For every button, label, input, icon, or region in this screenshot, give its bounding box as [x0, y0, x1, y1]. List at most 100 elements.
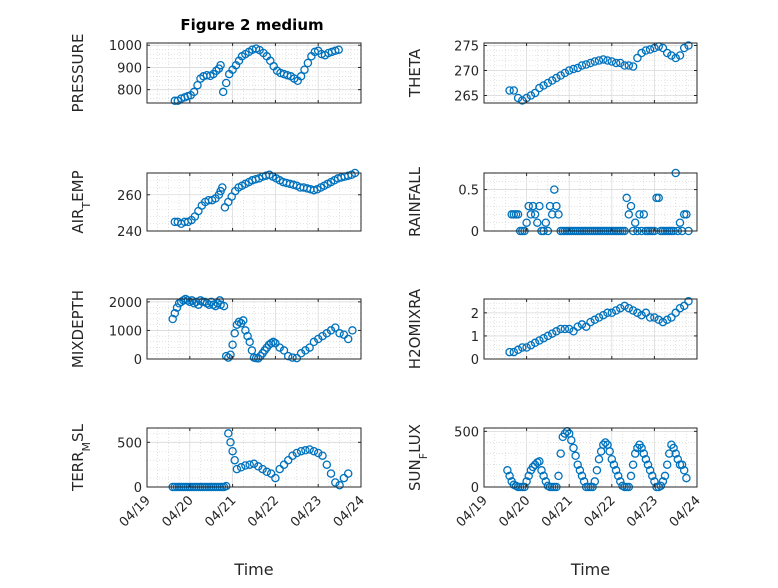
subplot-pressure: 800 900 1000 PRESSURE: [69, 34, 362, 113]
data-point: [275, 343, 284, 352]
subplot-rainfall: 0 0.5 RAINFALL: [406, 166, 698, 240]
data-point: [309, 185, 319, 195]
data-point: [571, 451, 580, 461]
data-point: [296, 72, 306, 81]
data-point: [526, 340, 536, 350]
x-tick-label: 04/19: [117, 493, 154, 530]
data-point: [626, 201, 636, 211]
data-point: [650, 313, 659, 322]
data-point: [573, 460, 582, 469]
data-point: [552, 327, 561, 336]
data-point: [505, 347, 514, 357]
data-point: [322, 460, 332, 469]
data-point: [607, 308, 617, 318]
data-point: [616, 477, 625, 486]
data-point: [628, 460, 638, 469]
data-point: [554, 471, 563, 481]
data-point: [620, 61, 629, 70]
data-point: [594, 56, 604, 65]
data-point: [170, 309, 180, 318]
data-point: [579, 477, 589, 486]
data-point: [667, 313, 676, 322]
data-point: [639, 210, 649, 219]
data-point: [590, 57, 600, 66]
data-point: [675, 218, 685, 227]
y-tick-label: 1000: [109, 39, 142, 54]
data-point: [641, 308, 651, 318]
data-point: [669, 443, 678, 453]
data-point: [509, 86, 519, 95]
data-point: [334, 45, 343, 54]
data-point: [343, 469, 353, 478]
data-point: [305, 445, 314, 454]
data-point: [545, 201, 555, 211]
x-tick-label: 04/20: [160, 493, 197, 530]
data-point: [586, 317, 595, 327]
y-axis-label: TERRMSL: [69, 423, 93, 492]
data-point: [590, 315, 600, 325]
data-point: [212, 66, 221, 76]
data-point: [543, 331, 553, 341]
data-point: [684, 41, 693, 50]
y-axis-label: RAINFALL: [406, 166, 424, 237]
data-point: [221, 78, 231, 88]
data-point: [662, 48, 672, 58]
axes-box: [146, 298, 362, 360]
y-tick-label: 1000: [109, 324, 142, 339]
x-tick-label: 04/23: [624, 493, 661, 530]
data-point: [228, 446, 237, 456]
data-point: [679, 466, 689, 475]
data-point: [569, 443, 578, 453]
data-point: [539, 333, 548, 343]
data-point: [611, 306, 621, 315]
data-point: [221, 481, 231, 491]
y-tick-label: 260: [117, 189, 142, 204]
data-point: [236, 463, 246, 472]
data-point: [275, 464, 284, 474]
data-point: [637, 443, 646, 453]
y-axis-label: H2OMIXRA: [406, 288, 424, 369]
data-point: [613, 471, 623, 481]
x-tick-label: 04/22: [582, 493, 619, 530]
data-point: [560, 429, 570, 438]
data-point: [599, 440, 608, 449]
data-point: [658, 477, 668, 486]
data-point: [569, 327, 578, 336]
data-point: [577, 61, 587, 70]
data-point: [522, 343, 531, 352]
data-point: [675, 51, 685, 60]
data-point: [266, 469, 276, 478]
data-point: [269, 337, 278, 347]
data-point: [567, 435, 576, 445]
data-point: [266, 339, 276, 348]
data-point: [679, 301, 689, 311]
data-point: [528, 462, 538, 472]
data-point: [524, 471, 533, 481]
data-point: [633, 308, 642, 318]
data-point: [254, 354, 263, 363]
data-point: [226, 438, 235, 447]
data-point: [654, 315, 663, 325]
subplot-sun_flux: 0 500 SUNFLUX 04/19 04/20 04/21 04/22 04/23 04/2…: [406, 424, 704, 579]
data-point: [673, 454, 683, 464]
data-point: [279, 346, 289, 355]
subplot-h2omixra: 0 1 2 H2OMIXRA: [406, 288, 698, 369]
data-point: [607, 57, 617, 66]
x-axis-label: Time: [570, 560, 610, 579]
axes-box: [146, 427, 362, 488]
x-tick-label: 04/24: [331, 493, 368, 530]
data-point: [528, 201, 538, 211]
data-point: [645, 45, 655, 54]
data-point: [547, 76, 557, 85]
y-axis-label: THETA: [406, 48, 424, 98]
data-point: [262, 467, 272, 477]
data-point: [535, 83, 544, 93]
y-axis-label: PRESSURE: [69, 34, 87, 113]
data-point: [547, 329, 557, 338]
y-tick-label: 240: [117, 225, 142, 240]
data-point: [556, 449, 565, 458]
axes-box: [483, 172, 698, 232]
data-point: [288, 353, 297, 362]
data-point: [339, 473, 349, 483]
